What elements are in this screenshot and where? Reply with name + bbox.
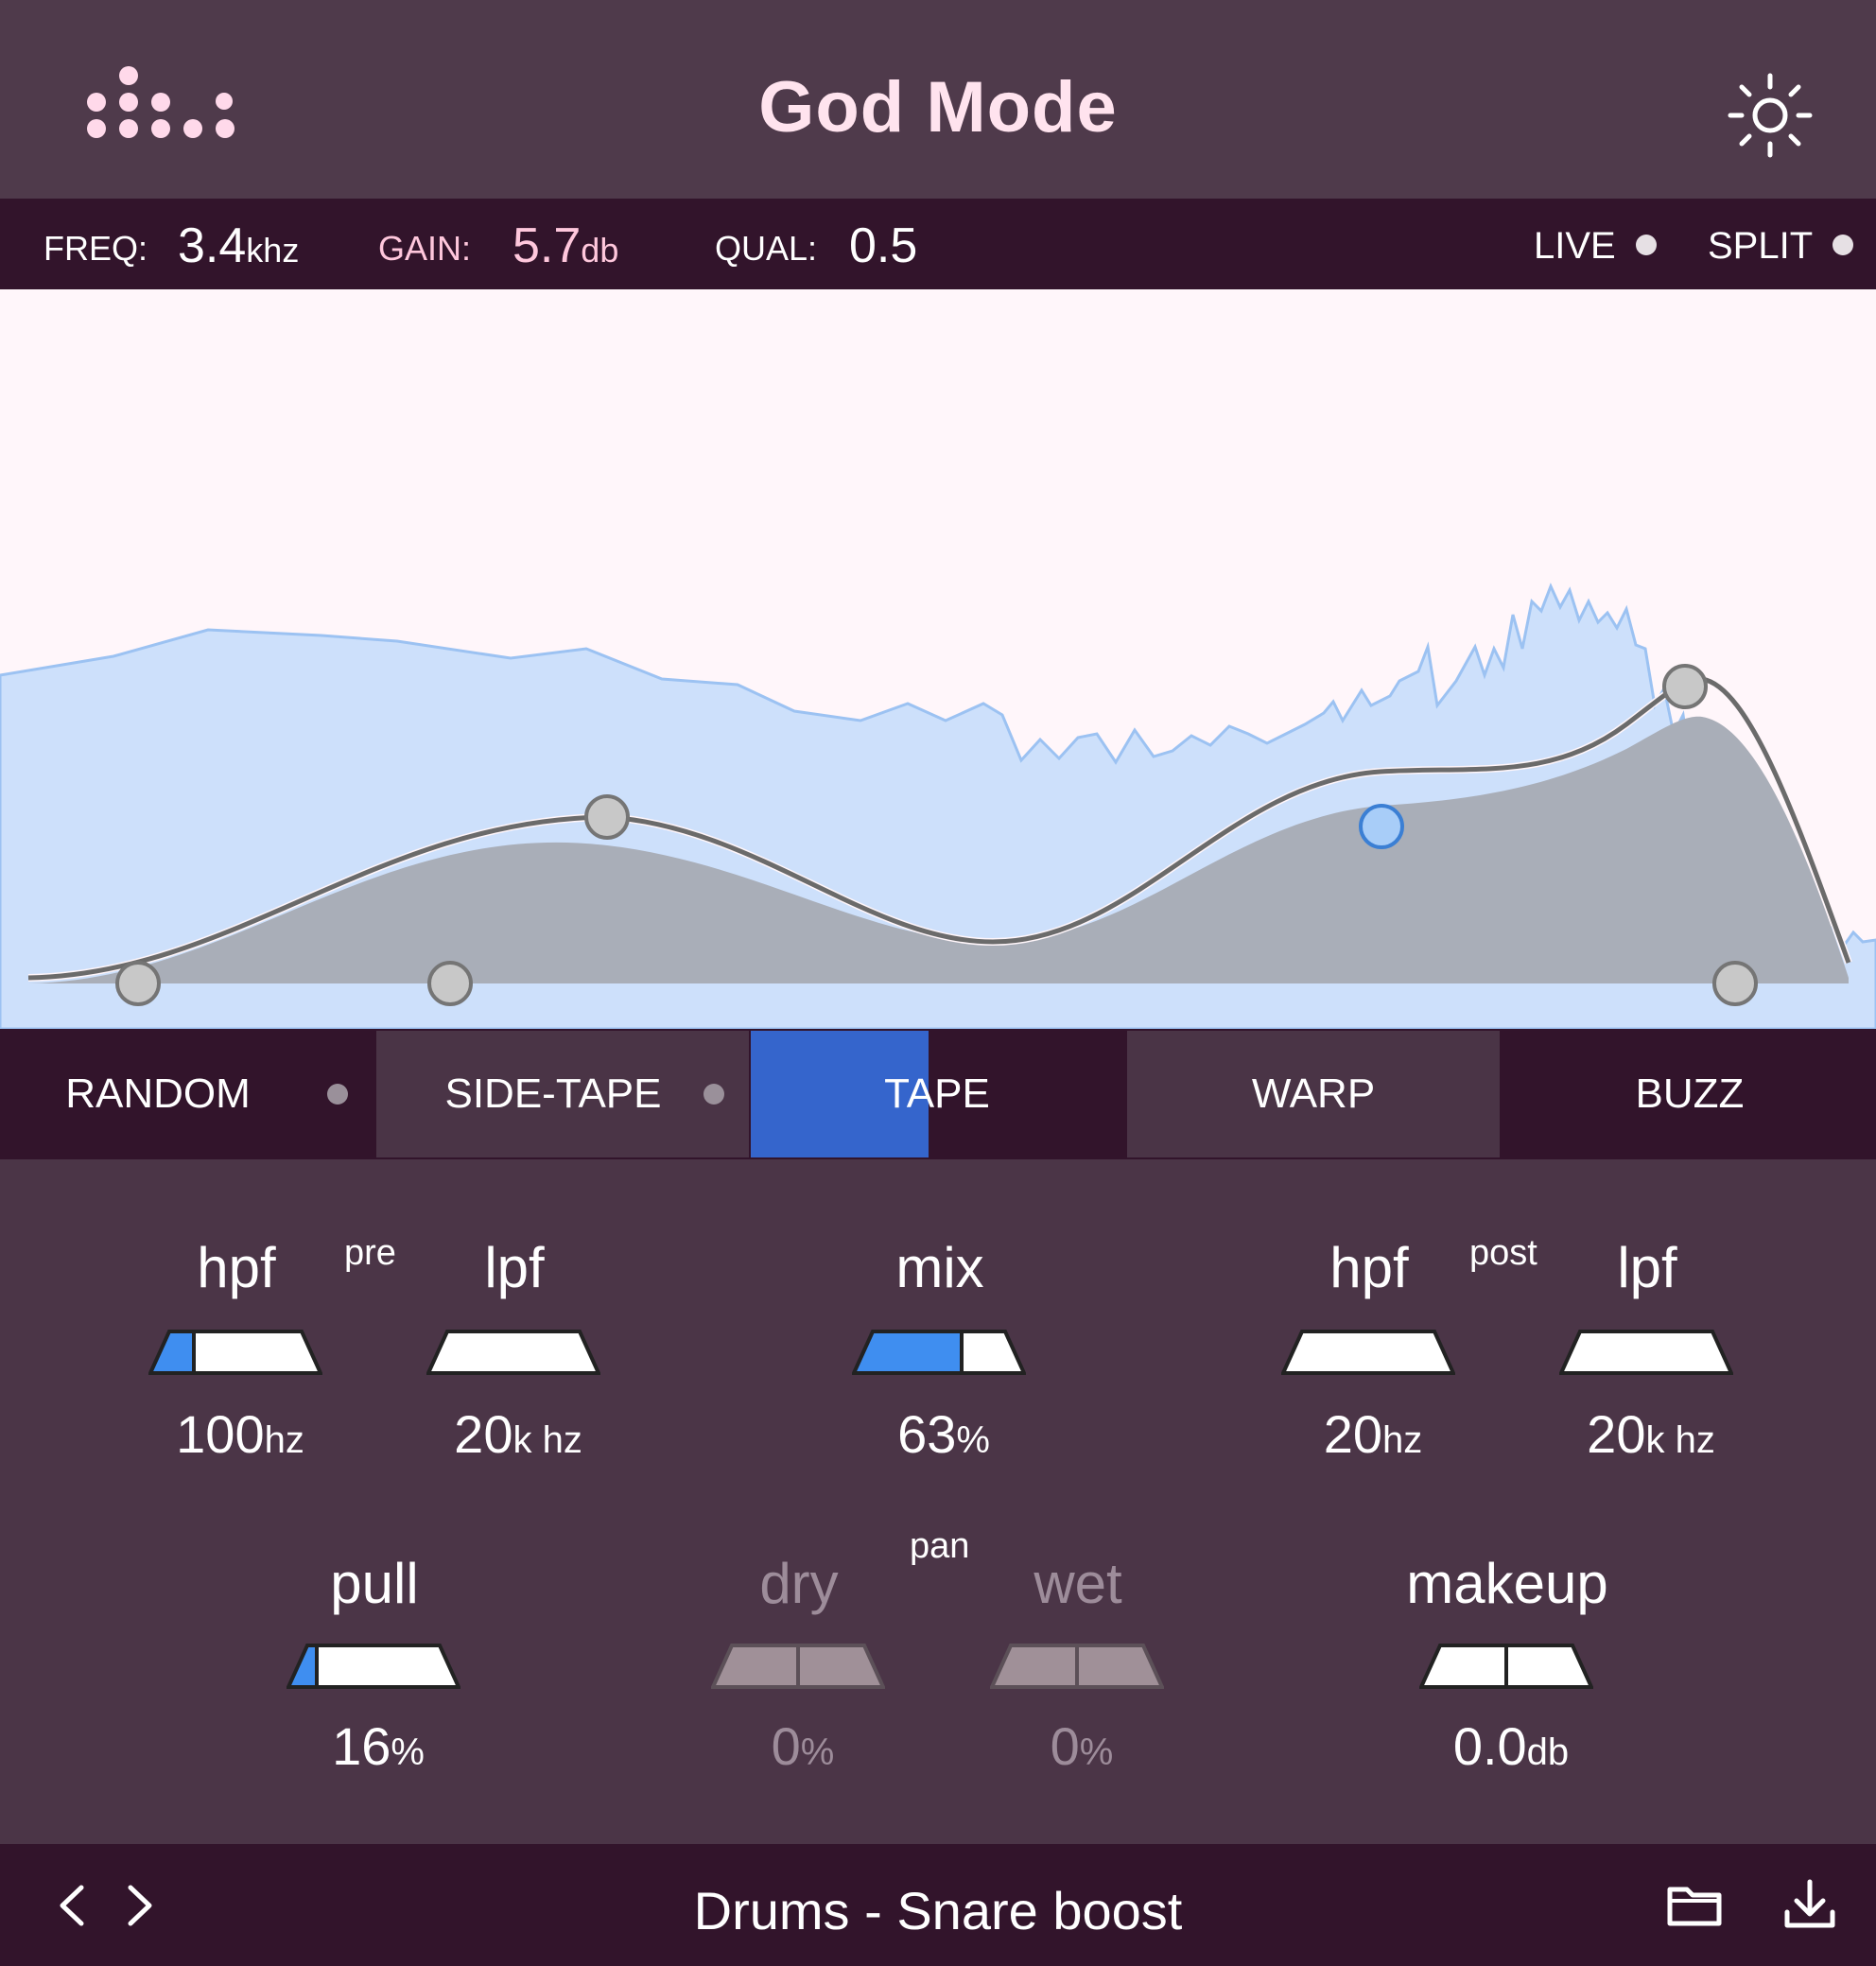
tab-buzz[interactable]: BUZZ [1503, 1031, 1876, 1157]
gain-label: GAIN: [378, 229, 472, 268]
tab-random[interactable]: RANDOM [0, 1031, 373, 1157]
eq-spectrum-display[interactable] [0, 289, 1876, 1029]
post-hpf-value: 20hz [1323, 1404, 1423, 1464]
wet-value: 0% [1050, 1716, 1114, 1776]
tab-tape-progress [751, 1031, 929, 1157]
post-label: post [1469, 1233, 1537, 1273]
folder-icon[interactable] [1666, 1882, 1723, 1929]
wet-pan-slider[interactable] [990, 1644, 1164, 1689]
dot-grid-logo-icon[interactable] [81, 66, 242, 151]
pre-hpf-slider[interactable] [148, 1330, 322, 1375]
mix-slider[interactable] [852, 1330, 1026, 1375]
preset-footer: Drums - Snare boost [0, 1844, 1876, 1966]
tab-tape[interactable]: TAPE [751, 1031, 1123, 1157]
eq-node-lpf[interactable] [1712, 961, 1758, 1006]
pan-label: pan [910, 1526, 970, 1566]
tab-warp-label: WARP [1251, 1070, 1376, 1117]
dry-pan-slider[interactable] [711, 1644, 885, 1689]
dry-value: 0% [771, 1716, 835, 1776]
pull-value: 16% [332, 1716, 425, 1776]
split-label[interactable]: SPLIT [1708, 225, 1814, 267]
qual-value[interactable]: 0.5 [849, 218, 918, 273]
post-hpf-slider[interactable] [1281, 1330, 1455, 1375]
split-toggle-dot[interactable] [1833, 235, 1853, 255]
pre-hpf-value: 100hz [176, 1404, 304, 1464]
mix-label: mix [895, 1236, 984, 1299]
freq-label: FREQ: [43, 229, 148, 268]
tab-random-dot[interactable] [327, 1084, 348, 1105]
tab-tape-label: TAPE [884, 1070, 990, 1117]
pull-slider[interactable] [287, 1644, 460, 1689]
live-label[interactable]: LIVE [1534, 225, 1616, 267]
freq-value[interactable]: 3.4khz [178, 218, 300, 273]
gain-value[interactable]: 5.7db [512, 218, 619, 273]
pull-label: pull [330, 1552, 419, 1615]
makeup-slider[interactable] [1419, 1644, 1593, 1689]
tab-side-tape-dot[interactable] [704, 1084, 724, 1105]
mode-tabs: RANDOM SIDE-TAPE TAPE WARP BUZZ [0, 1029, 1876, 1159]
pre-lpf-value: 20k hz [454, 1404, 582, 1464]
app-title: God Mode [758, 67, 1118, 148]
sun-icon[interactable] [1727, 72, 1814, 159]
chevron-right-icon[interactable] [121, 1882, 159, 1929]
tab-warp[interactable]: WARP [1127, 1031, 1500, 1157]
tab-random-label: RANDOM [65, 1070, 251, 1117]
eq-node-bell-1[interactable] [584, 794, 630, 840]
eq-node-hpf[interactable] [115, 961, 161, 1006]
wet-label: wet [1034, 1552, 1122, 1615]
post-lpf-value: 20k hz [1587, 1404, 1715, 1464]
makeup-label: makeup [1406, 1552, 1608, 1615]
eq-node-low[interactable] [427, 961, 473, 1006]
makeup-value: 0.0db [1452, 1716, 1570, 1776]
post-lpf-label: lpf [1617, 1236, 1677, 1299]
eq-response-fill [28, 716, 1849, 983]
mix-value: 63% [897, 1404, 990, 1464]
qual-label: QUAL: [715, 229, 818, 268]
live-toggle-dot[interactable] [1636, 235, 1657, 255]
pre-lpf-slider[interactable] [426, 1330, 600, 1375]
chevron-left-icon[interactable] [53, 1882, 91, 1929]
preset-name[interactable]: Drums - Snare boost [693, 1881, 1183, 1940]
dry-label: dry [759, 1552, 839, 1615]
pre-hpf-label: hpf [197, 1236, 276, 1299]
tab-side-tape[interactable]: SIDE-TAPE [376, 1031, 749, 1157]
post-hpf-label: hpf [1329, 1236, 1409, 1299]
pre-lpf-label: lpf [484, 1236, 545, 1299]
controls-panel: hpf pre lpf mix hpf post lpf 100hz 20k h… [0, 1159, 1876, 1844]
download-icon[interactable] [1781, 1878, 1838, 1931]
pre-label: pre [344, 1233, 396, 1273]
eq-node-bell-active[interactable] [1359, 804, 1404, 849]
tab-side-tape-label: SIDE-TAPE [444, 1070, 662, 1117]
parameter-readout-bar: FREQ: 3.4khz GAIN: 5.7db QUAL: 0.5 LIVE … [0, 199, 1876, 289]
post-lpf-slider[interactable] [1559, 1330, 1733, 1375]
tab-buzz-label: BUZZ [1635, 1070, 1745, 1117]
eq-node-bell-3[interactable] [1662, 664, 1708, 709]
eq-curve-svg[interactable] [0, 289, 1876, 1029]
header: God Mode [0, 0, 1876, 199]
